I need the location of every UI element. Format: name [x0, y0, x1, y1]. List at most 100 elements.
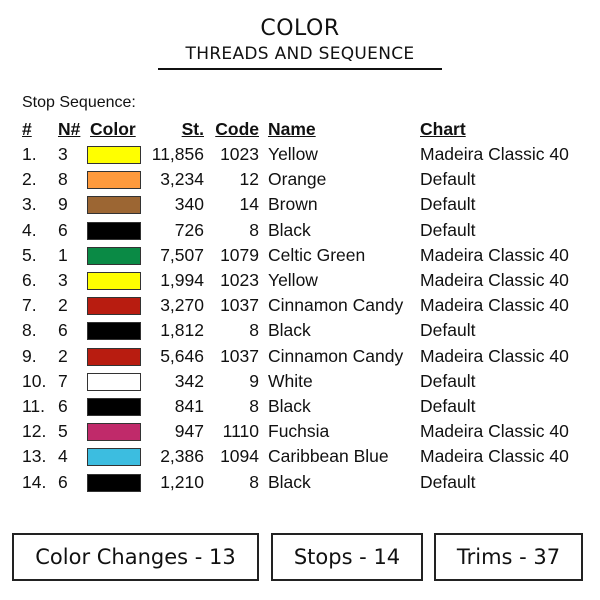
color-swatch [87, 448, 141, 467]
row-number: 7. [22, 295, 37, 316]
thread-chart: Madeira Classic 40 [420, 446, 569, 467]
header-num: # [22, 119, 32, 139]
color-swatch [87, 146, 141, 164]
needle-number: 2 [58, 345, 68, 366]
trims-box: Trims - 37 [434, 533, 583, 581]
table-row: 9. 2 5,646 1037 Cinnamon Candy Madeira Classi… [0, 344, 600, 369]
thread-name: Caribbean Blue [268, 446, 389, 467]
thread-chart: Madeira Classic 40 [420, 244, 569, 265]
header-color: Color [90, 119, 136, 139]
thread-chart: Default [420, 194, 476, 215]
header-chart: Chart [420, 119, 466, 139]
thread-name: Black [268, 320, 311, 341]
header-name: Name [268, 119, 316, 139]
table-row: 1. 3 11,856 1023 Yellow Madeira Classic 40 [0, 142, 600, 167]
table-row: 2. 8 3,234 12 Orange Default [0, 167, 600, 192]
needle-number: 3 [58, 144, 68, 164]
table-row: 8. 6 1,812 8 Black Default [0, 318, 600, 343]
table-row: 10. 7 342 9 White Default [0, 369, 600, 394]
thread-name: Yellow [268, 144, 318, 164]
row-number: 14. [22, 471, 47, 492]
row-number: 3. [22, 194, 37, 215]
thread-chart: Default [420, 471, 476, 492]
stitch-count: 1,210 [160, 471, 204, 492]
needle-number: 2 [58, 295, 68, 316]
needle-number: 6 [58, 396, 68, 416]
color-swatch [87, 322, 141, 341]
header-needle: N# [58, 119, 81, 139]
thread-code: 9 [249, 370, 259, 391]
color-swatch [87, 272, 141, 290]
row-number: 11. [22, 396, 46, 416]
row-number: 2. [22, 169, 37, 190]
row-number: 12. [22, 421, 47, 442]
thread-name: Black [268, 396, 311, 416]
row-number: 6. [22, 270, 37, 290]
thread-code: 8 [249, 219, 259, 240]
thread-name: Black [268, 219, 311, 240]
page-title: COLOR [260, 16, 340, 41]
table-row: 14. 6 1,210 8 Black Default [0, 470, 600, 495]
thread-code: 1079 [220, 244, 259, 265]
thread-chart: Default [420, 370, 476, 391]
row-number: 9. [22, 345, 37, 366]
thread-code: 12 [239, 169, 259, 190]
thread-code: 8 [249, 320, 259, 341]
row-number: 1. [22, 144, 37, 164]
color-swatch [87, 423, 141, 442]
row-number: 13. [22, 446, 47, 467]
stitch-count: 1,812 [160, 320, 204, 341]
row-number: 8. [22, 320, 37, 341]
color-swatch [87, 372, 141, 391]
row-number: 4. [22, 219, 37, 240]
stitch-count: 11,856 [151, 144, 204, 164]
row-number: 10. [22, 370, 47, 391]
stitch-count: 340 [174, 194, 204, 215]
table-row: 6. 3 1,994 1023 Yellow Madeira Classic 40 [0, 268, 600, 293]
thread-chart: Default [420, 396, 476, 416]
thread-name: Cinnamon Candy [268, 295, 404, 316]
thread-name: Black [268, 471, 311, 492]
page-subtitle: THREADS AND SEQUENCE [158, 44, 442, 70]
stitch-count: 5,646 [160, 345, 204, 366]
stitch-count: 947 [174, 421, 204, 442]
needle-number: 1 [58, 244, 68, 265]
thread-code: 8 [249, 471, 259, 492]
thread-chart: Default [420, 169, 476, 190]
stitch-count: 841 [174, 396, 204, 416]
table-row: 12. 5 947 1110 Fuchsia Madeira Classic 40 [0, 419, 600, 444]
thread-chart: Madeira Classic 40 [420, 421, 569, 442]
thread-code: 1037 [220, 345, 259, 366]
stops-box: Stops - 14 [271, 533, 423, 581]
table-row: 13. 4 2,386 1094 Caribbean Blue Madeira Class… [0, 444, 600, 469]
stitch-count: 3,270 [160, 295, 204, 316]
thread-name: Fuchsia [268, 421, 330, 442]
thread-chart: Default [420, 219, 476, 240]
color-swatch [87, 398, 141, 416]
header-stitches: St. [181, 119, 204, 139]
thread-name: Yellow [268, 270, 318, 290]
color-swatch [87, 246, 141, 265]
stitch-count: 3,234 [160, 169, 204, 190]
needle-number: 6 [58, 320, 68, 341]
table-row: 11. 6 841 8 Black Default [0, 394, 600, 419]
color-swatch [87, 347, 141, 366]
needle-number: 5 [58, 421, 68, 442]
stitch-count: 1,994 [160, 270, 204, 290]
thread-code: 1037 [220, 295, 259, 316]
color-swatch [87, 473, 141, 492]
stitch-count: 7,507 [160, 244, 204, 265]
thread-name: Cinnamon Candy [268, 345, 404, 366]
color-swatch [87, 221, 141, 240]
thread-chart: Madeira Classic 40 [420, 144, 569, 164]
needle-number: 6 [58, 471, 68, 492]
row-number: 5. [22, 244, 37, 265]
color-swatch [87, 171, 141, 190]
color-changes-box: Color Changes - 13 [12, 533, 259, 581]
thread-chart: Madeira Classic 40 [420, 295, 569, 316]
thread-code: 1023 [220, 270, 259, 290]
stitch-count: 726 [174, 219, 204, 240]
thread-code: 1094 [220, 446, 259, 467]
thread-code: 1023 [220, 144, 259, 164]
needle-number: 4 [58, 446, 68, 467]
